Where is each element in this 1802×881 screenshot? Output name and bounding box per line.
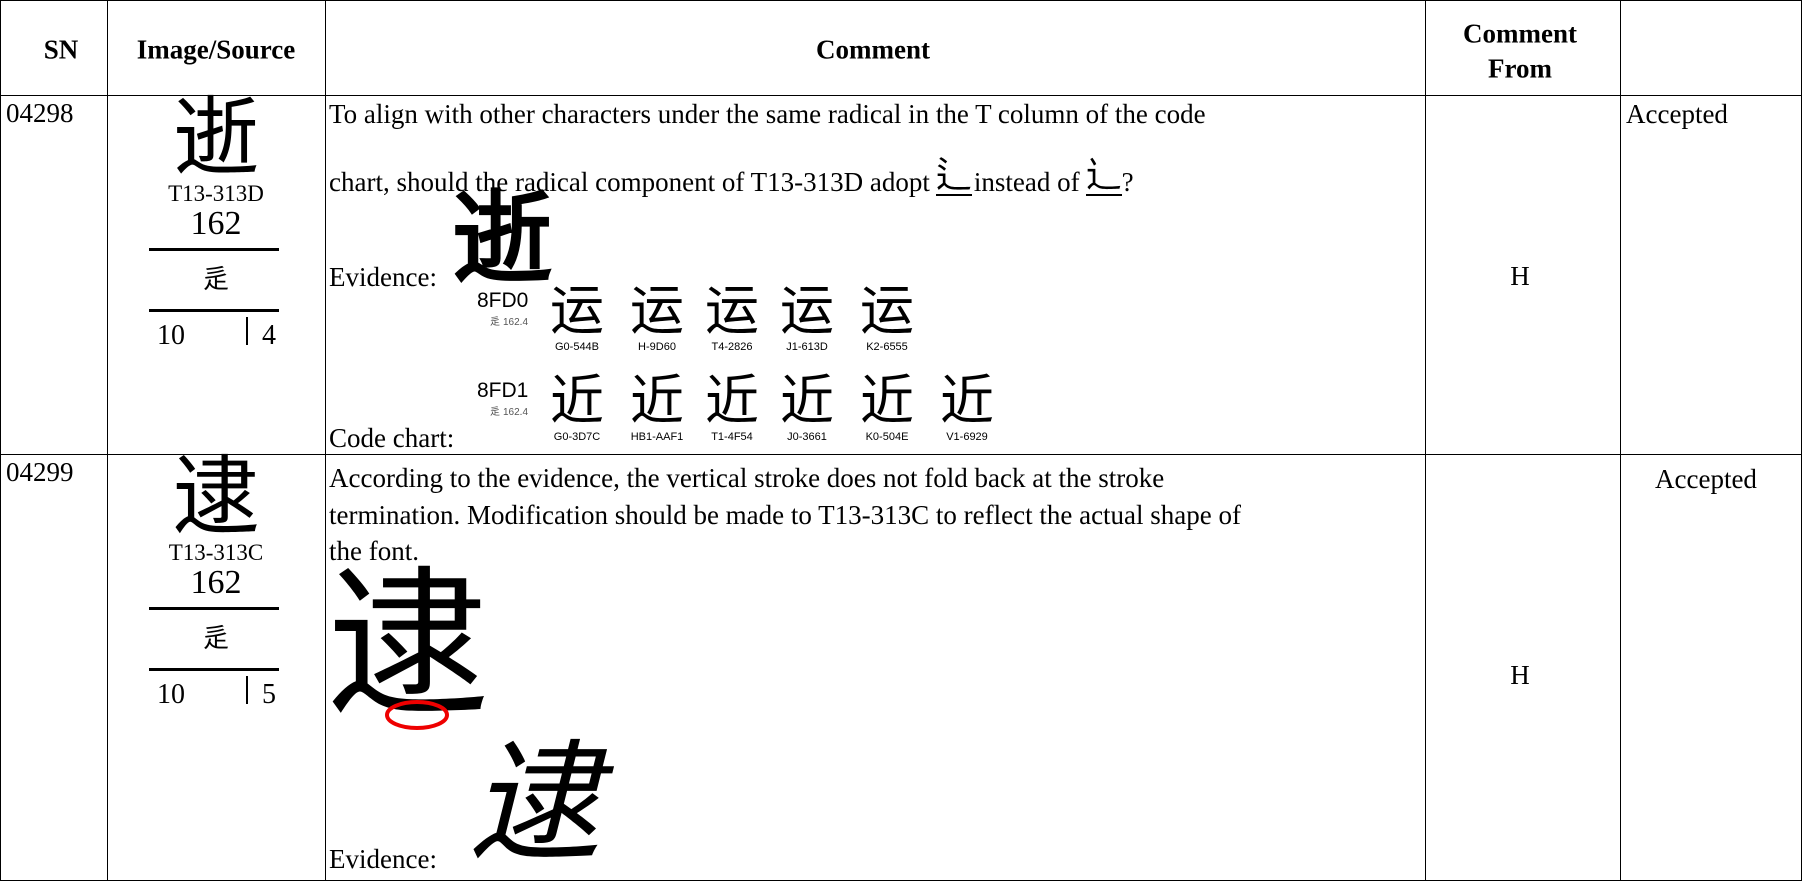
label: Evidence: [329, 262, 437, 292]
radical: 辵 [490, 317, 500, 328]
radical-number: 162 [190, 564, 242, 601]
chart-glyph: 近 [860, 369, 914, 432]
chart-glyph: 近 [940, 369, 994, 432]
bar [246, 317, 248, 345]
chart-source: K0-504E [865, 431, 909, 443]
status: Accepted [1626, 99, 1728, 129]
chart-source: H-9D60 [638, 341, 676, 353]
chart-source: G0-3D7C [553, 431, 601, 443]
red-circle [385, 700, 449, 730]
comment-line: the font. [329, 536, 419, 566]
header-cell: Comment [1463, 18, 1577, 49]
comment-line: According to the evidence, the vertical … [329, 463, 1165, 493]
index: 162.4 [503, 407, 529, 418]
border [325, 0, 326, 881]
code: 8FD1 [477, 379, 529, 402]
border [0, 0, 1, 881]
comment-line: termination. Modification should be made… [329, 500, 1242, 530]
strokes: 10 [157, 679, 185, 710]
glyph: ⻍ [935, 155, 972, 196]
label: Code chart: [329, 423, 455, 453]
chart-glyph: 近 [550, 369, 604, 432]
evidence-glyph: 逮 [328, 557, 489, 735]
highlight [385, 700, 449, 730]
border [1425, 0, 1426, 881]
text: ? [1121, 167, 1134, 197]
evidence-glyph: 逝 [452, 184, 552, 295]
chart-glyph: 近 [780, 369, 834, 432]
chart-glyph: 近 [630, 369, 684, 432]
rule [149, 607, 279, 610]
sn: 04299 [6, 457, 74, 487]
index: 162.4 [503, 317, 529, 328]
chart-source: V1-6929 [946, 431, 988, 443]
comment-from: H [1510, 261, 1530, 291]
text: instead of [973, 167, 1080, 197]
chart-source: T1-4F54 [711, 431, 753, 443]
border [0, 454, 1802, 455]
header-cell: SN [43, 34, 79, 65]
header-cell: Image/Source [136, 34, 296, 65]
glyph: ⻌ [1085, 155, 1122, 196]
source-glyph: 逮 [173, 447, 259, 547]
chart-glyph: 运 [630, 279, 684, 342]
chart-source: G0-544B [554, 341, 600, 353]
chart-source: HB1-AAF1 [630, 431, 684, 443]
status: Accepted [1655, 464, 1757, 494]
rule [149, 668, 279, 671]
comment-line: chart, should the radical component of T… [329, 158, 1134, 196]
chart-source: K2-6555 [866, 341, 908, 353]
radical: 辵 [202, 265, 230, 294]
radical-number: 162 [190, 205, 242, 242]
chart-glyph: 近 [705, 369, 759, 432]
rule [149, 248, 279, 251]
extra: 4 [262, 320, 276, 351]
evidence-glyph: 逮 [470, 733, 601, 877]
chart-glyph: 运 [705, 279, 759, 342]
radical: 辵 [202, 624, 230, 653]
border [0, 95, 1802, 96]
rule [149, 309, 279, 312]
chart-source: J1-613D [786, 341, 828, 353]
comment-from: H [1510, 660, 1530, 690]
chart-glyph: 运 [550, 279, 604, 342]
border [1620, 0, 1621, 881]
label: Evidence: [329, 844, 437, 874]
extra: 5 [262, 679, 276, 710]
chart-source: T4-2826 [711, 341, 753, 353]
source-code: T13-313C [168, 540, 264, 565]
border [0, 0, 1802, 1]
strokes: 10 [157, 320, 185, 351]
sn: 04298 [6, 98, 74, 128]
chart-glyph: 运 [780, 279, 834, 342]
source-glyph: 逝 [173, 88, 259, 188]
chart-glyph: 运 [860, 279, 914, 342]
header-cell: From [1488, 53, 1552, 84]
comment-line: To align with other characters under the… [329, 99, 1206, 129]
header-cell: Comment [816, 34, 930, 65]
chart-source: J0-3661 [787, 431, 827, 443]
border [107, 0, 108, 881]
text: chart, should the radical component of T… [329, 167, 930, 197]
radical: 辵 [490, 407, 500, 418]
bar [246, 676, 248, 704]
code: 8FD0 [477, 289, 529, 312]
source-code: T13-313D [168, 181, 264, 206]
